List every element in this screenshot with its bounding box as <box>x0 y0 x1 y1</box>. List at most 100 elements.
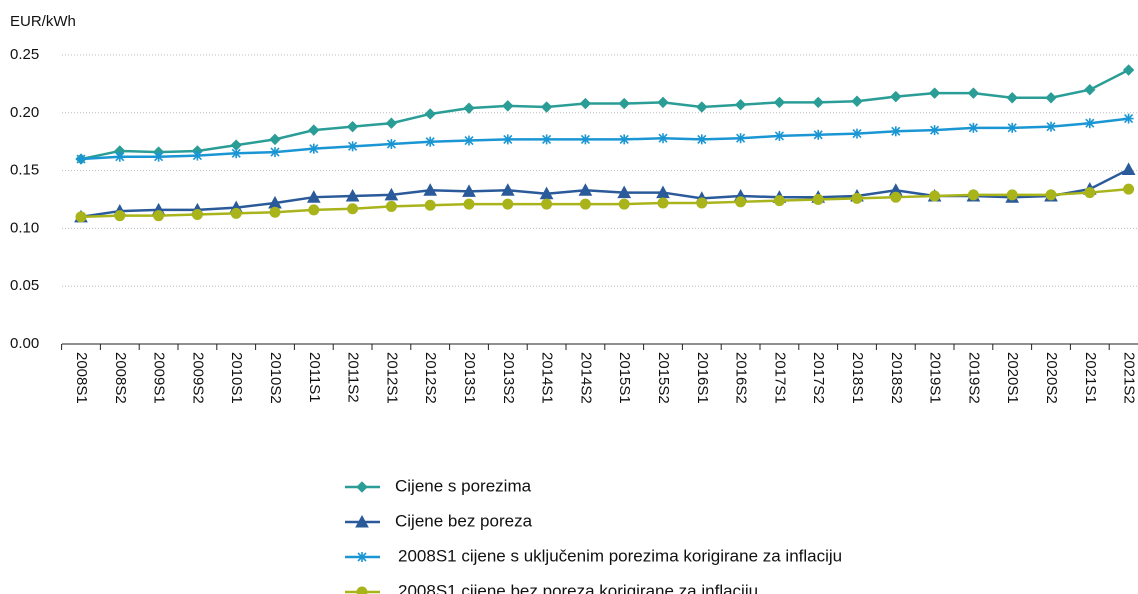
legend-label: 2008S1 cijene s uključenim porezima kori… <box>398 546 842 565</box>
point-stroke <box>968 123 978 133</box>
point <box>657 96 669 109</box>
point <box>306 190 321 203</box>
y-tick-label: 0.05 <box>10 277 39 294</box>
point-stroke <box>736 133 746 143</box>
point <box>890 191 902 203</box>
point <box>579 198 591 210</box>
series-line <box>80 68 1130 161</box>
point-stroke <box>154 152 164 162</box>
point-stroke <box>697 134 707 144</box>
x-tick-label: 2009S1 <box>151 352 168 404</box>
point <box>618 198 630 210</box>
point <box>114 151 125 162</box>
point <box>852 128 862 139</box>
point-stroke <box>1085 118 1095 128</box>
y-axis-label: EUR/kWh <box>10 13 76 30</box>
point <box>463 102 475 114</box>
point <box>1123 113 1134 124</box>
legend-marker <box>355 514 369 528</box>
point <box>1084 187 1096 199</box>
point <box>696 197 708 209</box>
point <box>735 196 747 208</box>
x-tick-label: 2014S1 <box>539 352 556 404</box>
point-stroke <box>231 148 241 158</box>
point <box>500 183 515 196</box>
x-tick-label: 2012S2 <box>422 352 439 404</box>
point <box>619 134 630 145</box>
point <box>617 185 632 199</box>
point <box>347 141 358 152</box>
x-tick-label: 2008S1 <box>73 352 90 404</box>
point <box>269 133 281 146</box>
point <box>813 129 824 140</box>
point-stroke <box>774 131 784 141</box>
point <box>463 198 475 210</box>
y-tick-label: 0.00 <box>10 335 39 352</box>
point <box>774 130 785 141</box>
point-stroke <box>464 135 474 146</box>
legend-marker <box>356 586 368 594</box>
x-tick-label: 2008S2 <box>112 352 129 404</box>
x-tick-label: 2017S2 <box>810 352 827 404</box>
point-stroke <box>76 154 86 164</box>
point <box>1006 92 1018 104</box>
point <box>773 195 785 207</box>
point <box>424 108 436 120</box>
x-tick-label: 2010S2 <box>267 352 284 404</box>
point <box>76 154 86 165</box>
point <box>696 101 708 113</box>
point <box>929 190 941 202</box>
point <box>346 120 359 133</box>
x-tick-label: 2017S1 <box>771 352 788 404</box>
point-stroke <box>619 134 629 144</box>
point <box>541 134 552 145</box>
point <box>540 101 553 113</box>
x-tick-label: 2021S2 <box>1121 352 1138 404</box>
point <box>1045 189 1057 201</box>
point <box>773 96 786 109</box>
point <box>1006 189 1018 201</box>
point <box>308 143 319 154</box>
point <box>502 134 513 145</box>
x-tick-label: 2013S2 <box>500 352 517 404</box>
y-tick-label: 0.15 <box>10 162 39 179</box>
x-tick-label: 2015S1 <box>616 352 633 404</box>
point <box>851 192 863 204</box>
legend-marker <box>357 552 367 562</box>
point <box>578 183 593 196</box>
point <box>968 122 979 133</box>
point <box>386 139 397 150</box>
point-stroke <box>425 137 435 147</box>
point <box>270 147 280 158</box>
point-stroke <box>930 125 940 135</box>
point <box>269 206 281 218</box>
legend-marker <box>356 481 368 493</box>
point <box>890 126 901 137</box>
point <box>347 203 359 215</box>
point <box>541 198 553 210</box>
point <box>657 197 669 209</box>
point <box>1123 183 1135 195</box>
point-stroke <box>658 133 668 143</box>
x-tick-label: 2019S2 <box>965 352 982 404</box>
x-tick-label: 2011S1 <box>306 352 323 403</box>
point-stroke <box>386 139 396 149</box>
point-stroke <box>891 126 901 136</box>
point <box>230 207 242 219</box>
point <box>502 100 514 112</box>
x-tick-label: 2011S2 <box>345 352 362 403</box>
x-tick-label: 2012S1 <box>383 352 400 404</box>
point <box>153 210 165 222</box>
series-line <box>80 117 1129 161</box>
point <box>929 125 940 136</box>
x-tick-label: 2015S2 <box>655 352 672 404</box>
point <box>1045 92 1057 104</box>
x-tick-label: 2020S2 <box>1043 352 1060 404</box>
point <box>308 204 320 216</box>
point <box>928 87 941 99</box>
legend-label: Cijene s porezima <box>395 476 532 495</box>
y-tick-label: 0.20 <box>10 104 39 121</box>
point <box>464 135 474 146</box>
point-stroke <box>503 134 513 144</box>
legend-label: 2008S1 cijene bez poreza korigirane za i… <box>398 581 758 594</box>
